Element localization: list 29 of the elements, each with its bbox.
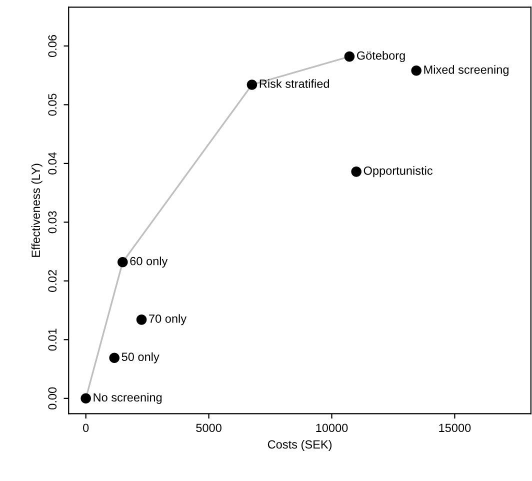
y-tick-label: 0.06: [48, 35, 57, 58]
y-tick-label: 0.02: [48, 270, 57, 292]
y-tick-label: 0.00: [48, 387, 57, 410]
y-tick-label: 0.01: [48, 328, 57, 351]
x-axis-title: Costs (SEK): [268, 440, 332, 451]
annotation: Risk stratified: [260, 79, 330, 88]
annotation: 50 only: [122, 352, 160, 364]
y-tick-label: 0.04: [48, 152, 57, 174]
point: [136, 314, 147, 325]
annotation: Göteborg: [356, 51, 405, 62]
point: [246, 80, 258, 90]
point: [109, 352, 120, 364]
y-axis-title: Effectiveness (LY): [31, 164, 42, 257]
x-tick-label: 15000: [439, 424, 471, 432]
annotation: Opportunistic: [364, 166, 433, 178]
x-tick-label: 10000: [316, 424, 348, 432]
y-tick-label: 0.05: [48, 94, 57, 116]
point: [344, 51, 355, 62]
point: [411, 66, 422, 76]
point: [80, 393, 91, 404]
annotation: 60 only: [130, 256, 168, 268]
x-tick-label: 0: [83, 424, 89, 432]
annotation: No screening: [94, 392, 162, 404]
annotation: 70 only: [149, 314, 187, 326]
x-tick-label: 5000: [196, 424, 222, 432]
point: [351, 166, 362, 177]
annotation: Mixed screening: [424, 65, 508, 76]
y-tick-label: 0.03: [48, 211, 57, 234]
point: [118, 256, 128, 268]
